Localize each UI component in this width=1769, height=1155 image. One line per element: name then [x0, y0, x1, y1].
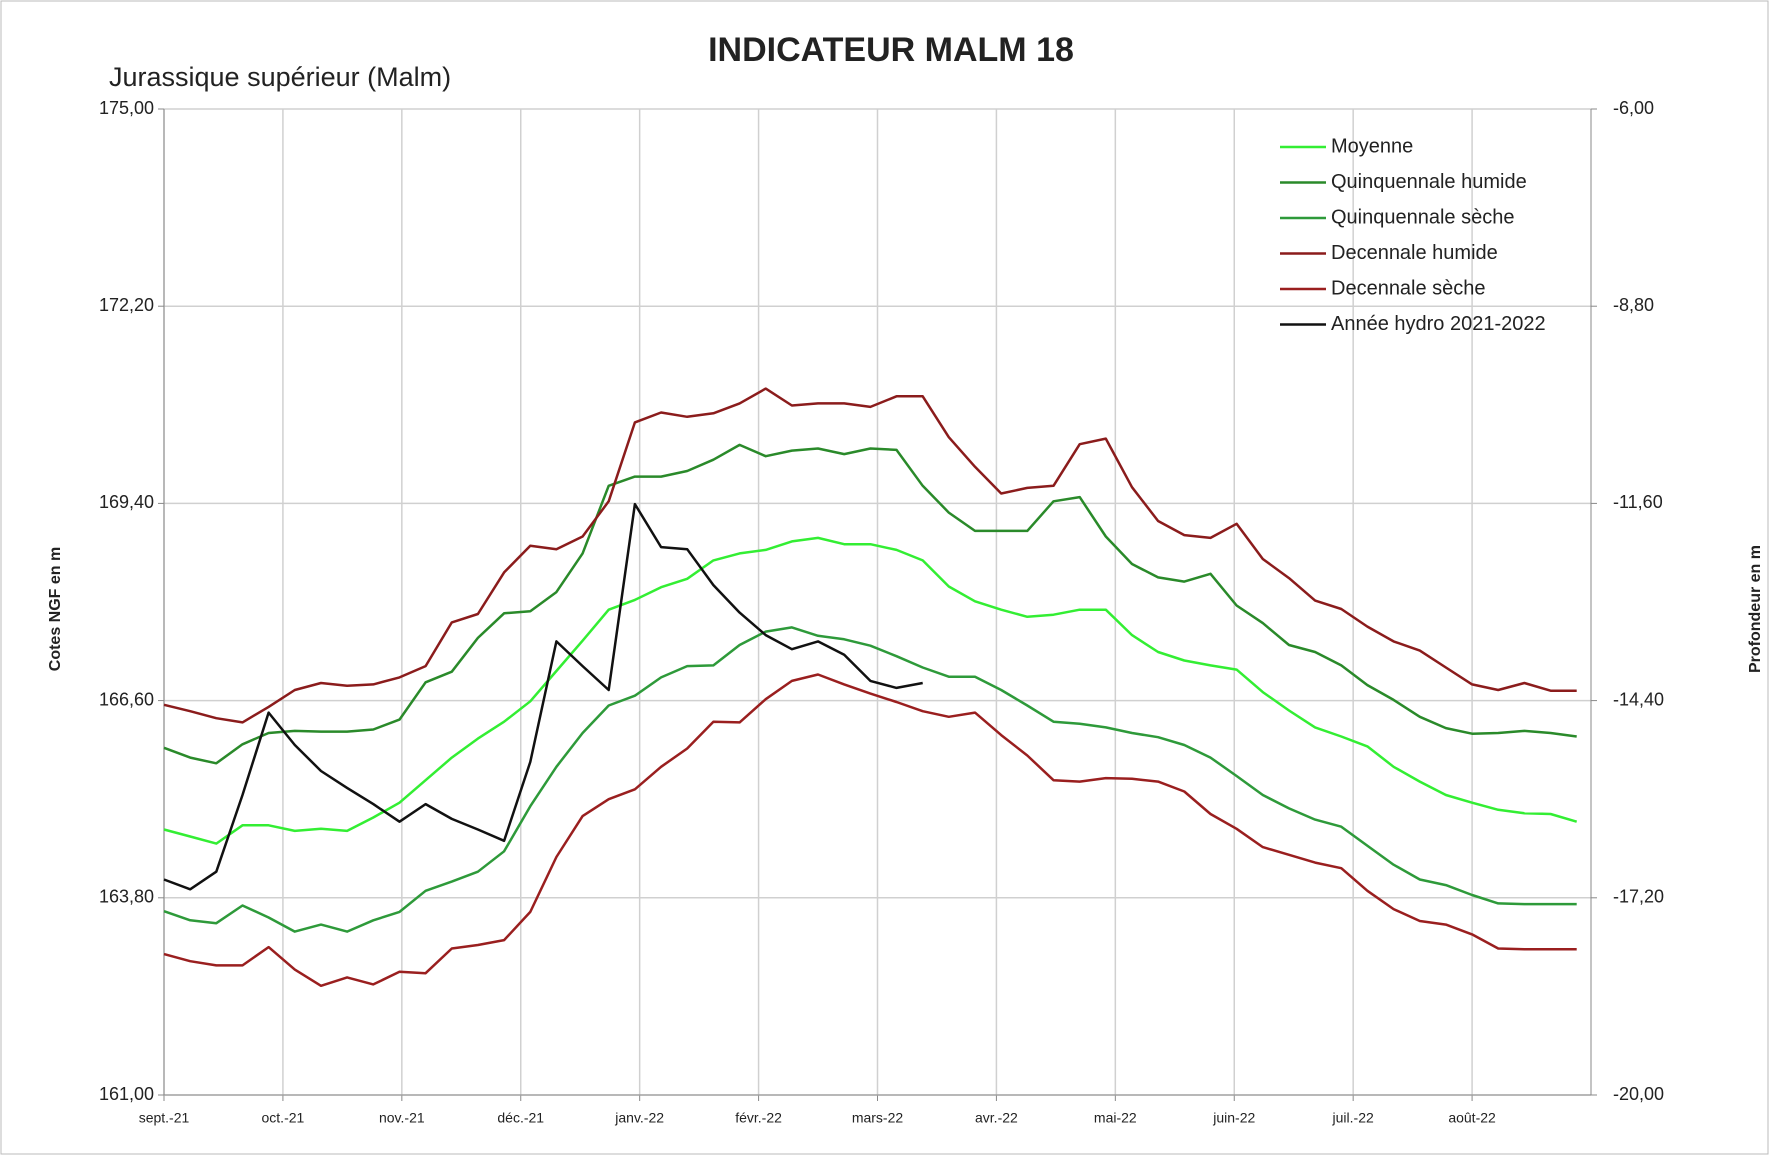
- y2-tick-label: -20,00: [1613, 1084, 1664, 1104]
- y2-axis-label: Profondeur en m: [1747, 545, 1764, 673]
- x-tick-label: févr.-22: [735, 1110, 782, 1126]
- x-tick-label: déc.-21: [497, 1110, 544, 1126]
- y2-tick-label: -6,00: [1613, 98, 1654, 118]
- series-line: [163, 387, 1577, 724]
- legend-label: Quinquennale sèche: [1331, 206, 1514, 228]
- legend-label: Moyenne: [1331, 135, 1413, 157]
- legend-label: Année hydro 2021-2022: [1331, 313, 1546, 335]
- y-tick-label: 166,60: [99, 689, 154, 709]
- legend-label: Decennale humide: [1331, 242, 1498, 264]
- chart-title: INDICATEUR MALM 18: [708, 31, 1074, 69]
- legend-label: Decennale sèche: [1331, 277, 1486, 299]
- y-axis-label: Cotes NGF en m: [47, 547, 64, 671]
- x-tick-label: sept.-21: [139, 1110, 190, 1126]
- y2-tick-label: -11,60: [1613, 492, 1663, 512]
- x-tick-label: oct.-21: [262, 1110, 305, 1126]
- y2-tick-label: -8,80: [1613, 295, 1654, 315]
- series-line: [163, 502, 923, 891]
- x-tick-label: nov.-21: [379, 1110, 425, 1126]
- legend-label: Quinquennale humide: [1331, 171, 1527, 193]
- x-tick-label: mars-22: [852, 1110, 904, 1126]
- x-tick-label: avr.-22: [975, 1110, 1018, 1126]
- x-tick-label: août-22: [1448, 1110, 1496, 1126]
- chart-subtitle: Jurassique supérieur (Malm): [109, 62, 451, 92]
- y-tick-label: 175,00: [99, 98, 154, 118]
- y2-tick-label: -17,20: [1613, 887, 1664, 907]
- series-line: [163, 673, 1577, 988]
- x-tick-label: juil.-22: [1332, 1110, 1374, 1126]
- x-tick-label: juin-22: [1212, 1110, 1255, 1126]
- series-line: [163, 536, 1578, 845]
- y-tick-label: 161,00: [99, 1084, 154, 1104]
- y2-tick-label: -14,40: [1613, 689, 1664, 709]
- y-tick-label: 172,20: [99, 295, 154, 315]
- y-tick-label: 169,40: [99, 492, 154, 512]
- x-tick-label: mai-22: [1094, 1110, 1137, 1126]
- series-line: [163, 443, 1577, 765]
- series-line: [163, 626, 1577, 933]
- x-tick-label: janv.-22: [614, 1110, 664, 1126]
- y-tick-label: 163,80: [99, 887, 154, 907]
